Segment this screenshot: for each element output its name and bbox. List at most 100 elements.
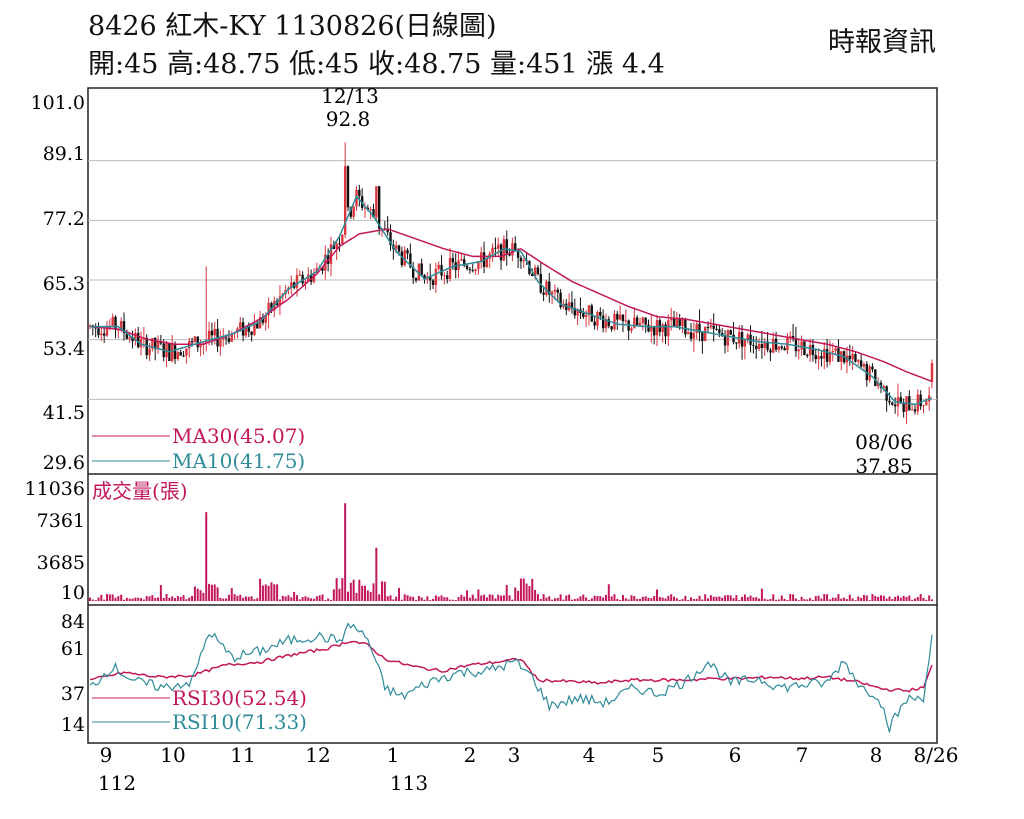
volume-bar: [531, 578, 534, 601]
volume-bar: [236, 595, 239, 601]
volume-bar: [108, 594, 111, 601]
volume-bar: [585, 597, 588, 601]
volume-bars: [89, 503, 933, 601]
candle-body: [902, 402, 905, 412]
candle-body: [514, 243, 517, 250]
volume-bar: [216, 587, 219, 601]
volume-bar: [718, 596, 721, 601]
volume-bar: [247, 596, 250, 601]
volume-bar: [378, 594, 381, 601]
volume-bar: [749, 595, 752, 601]
volume-bar: [474, 598, 477, 601]
candle-body: [573, 307, 576, 316]
volume-tick-label: 11036: [25, 478, 85, 500]
volume-bar: [477, 589, 480, 601]
volume-bar: [675, 598, 678, 601]
candle-body: [267, 302, 270, 316]
volume-bar: [389, 595, 392, 601]
candle-body: [406, 250, 409, 254]
candle-body: [505, 239, 508, 254]
volume-bar: [94, 600, 97, 601]
volume-bar: [630, 595, 633, 601]
volume-bar: [182, 595, 185, 601]
volume-bar: [905, 597, 908, 601]
candle-body: [420, 263, 423, 275]
candle-body: [888, 400, 891, 403]
candle-body: [222, 337, 225, 340]
volume-bar: [559, 594, 562, 601]
volume-bar: [471, 594, 474, 601]
candle-body: [655, 320, 659, 336]
volume-bar: [106, 594, 109, 601]
candle-body: [871, 366, 874, 370]
volume-bar: [843, 597, 846, 601]
volume-bar: [789, 594, 792, 601]
candle-body: [394, 245, 398, 249]
candle-body: [213, 328, 216, 336]
volume-bar: [335, 578, 338, 601]
volume-bar: [210, 584, 213, 601]
candle-body: [701, 332, 704, 342]
candle-body: [746, 334, 749, 340]
candle-body: [913, 409, 917, 412]
candle-body: [703, 327, 707, 342]
volume-bar: [423, 599, 426, 601]
candle-body: [171, 344, 174, 361]
chart-frame: [87, 87, 938, 744]
candle-body: [239, 322, 242, 329]
candle-body: [808, 344, 812, 356]
rsi30-legend: RSI30(52.54): [172, 686, 307, 710]
candle-body: [820, 356, 823, 359]
volume-bar: [687, 599, 690, 601]
volume-bar: [346, 591, 349, 601]
volume-bar: [902, 595, 905, 601]
volume-bar: [301, 597, 304, 601]
volume-bar: [222, 598, 225, 601]
candle-body: [567, 302, 571, 311]
volume-bar: [865, 595, 868, 601]
volume-bar: [568, 594, 571, 601]
candle-body: [298, 274, 301, 276]
rsi-tick-label: 84: [61, 611, 85, 633]
candle-body: [675, 318, 679, 327]
candle-body: [386, 229, 389, 233]
volume-bar: [355, 593, 358, 601]
volume-bar: [100, 594, 103, 601]
volume-bar: [823, 594, 826, 601]
volume-bar: [545, 597, 548, 601]
volume-bar: [219, 597, 222, 601]
volume-bar: [369, 592, 372, 601]
volume-bar: [434, 595, 437, 601]
volume-bar: [278, 599, 281, 601]
volume-bar: [777, 599, 780, 601]
candle-body: [638, 322, 642, 326]
volume-bar: [803, 599, 806, 601]
candle-body: [497, 244, 500, 249]
candle-body: [403, 250, 406, 266]
candle-body: [463, 259, 466, 266]
volume-bar: [142, 599, 145, 601]
candle-body: [548, 281, 551, 295]
candle-body: [332, 244, 336, 249]
candle-body: [743, 339, 747, 347]
volume-bar: [244, 596, 247, 601]
candle-body: [491, 247, 494, 254]
candle-body: [224, 337, 228, 339]
candle-body: [692, 332, 696, 339]
volume-bar: [199, 590, 202, 601]
volume-bar: [205, 512, 208, 601]
candle-body: [440, 264, 443, 276]
volume-bar: [256, 598, 259, 601]
volume-bar: [372, 583, 375, 601]
candle-body: [185, 348, 188, 356]
month-label: 8/26: [914, 743, 959, 767]
volume-bar: [741, 596, 744, 601]
volume-bar: [344, 503, 347, 601]
volume-bar: [440, 595, 443, 601]
volume-bar: [494, 598, 497, 601]
volume-bar: [746, 597, 749, 601]
volume-bar: [202, 592, 205, 601]
volume-bar: [775, 599, 778, 601]
candle-body: [752, 344, 755, 346]
